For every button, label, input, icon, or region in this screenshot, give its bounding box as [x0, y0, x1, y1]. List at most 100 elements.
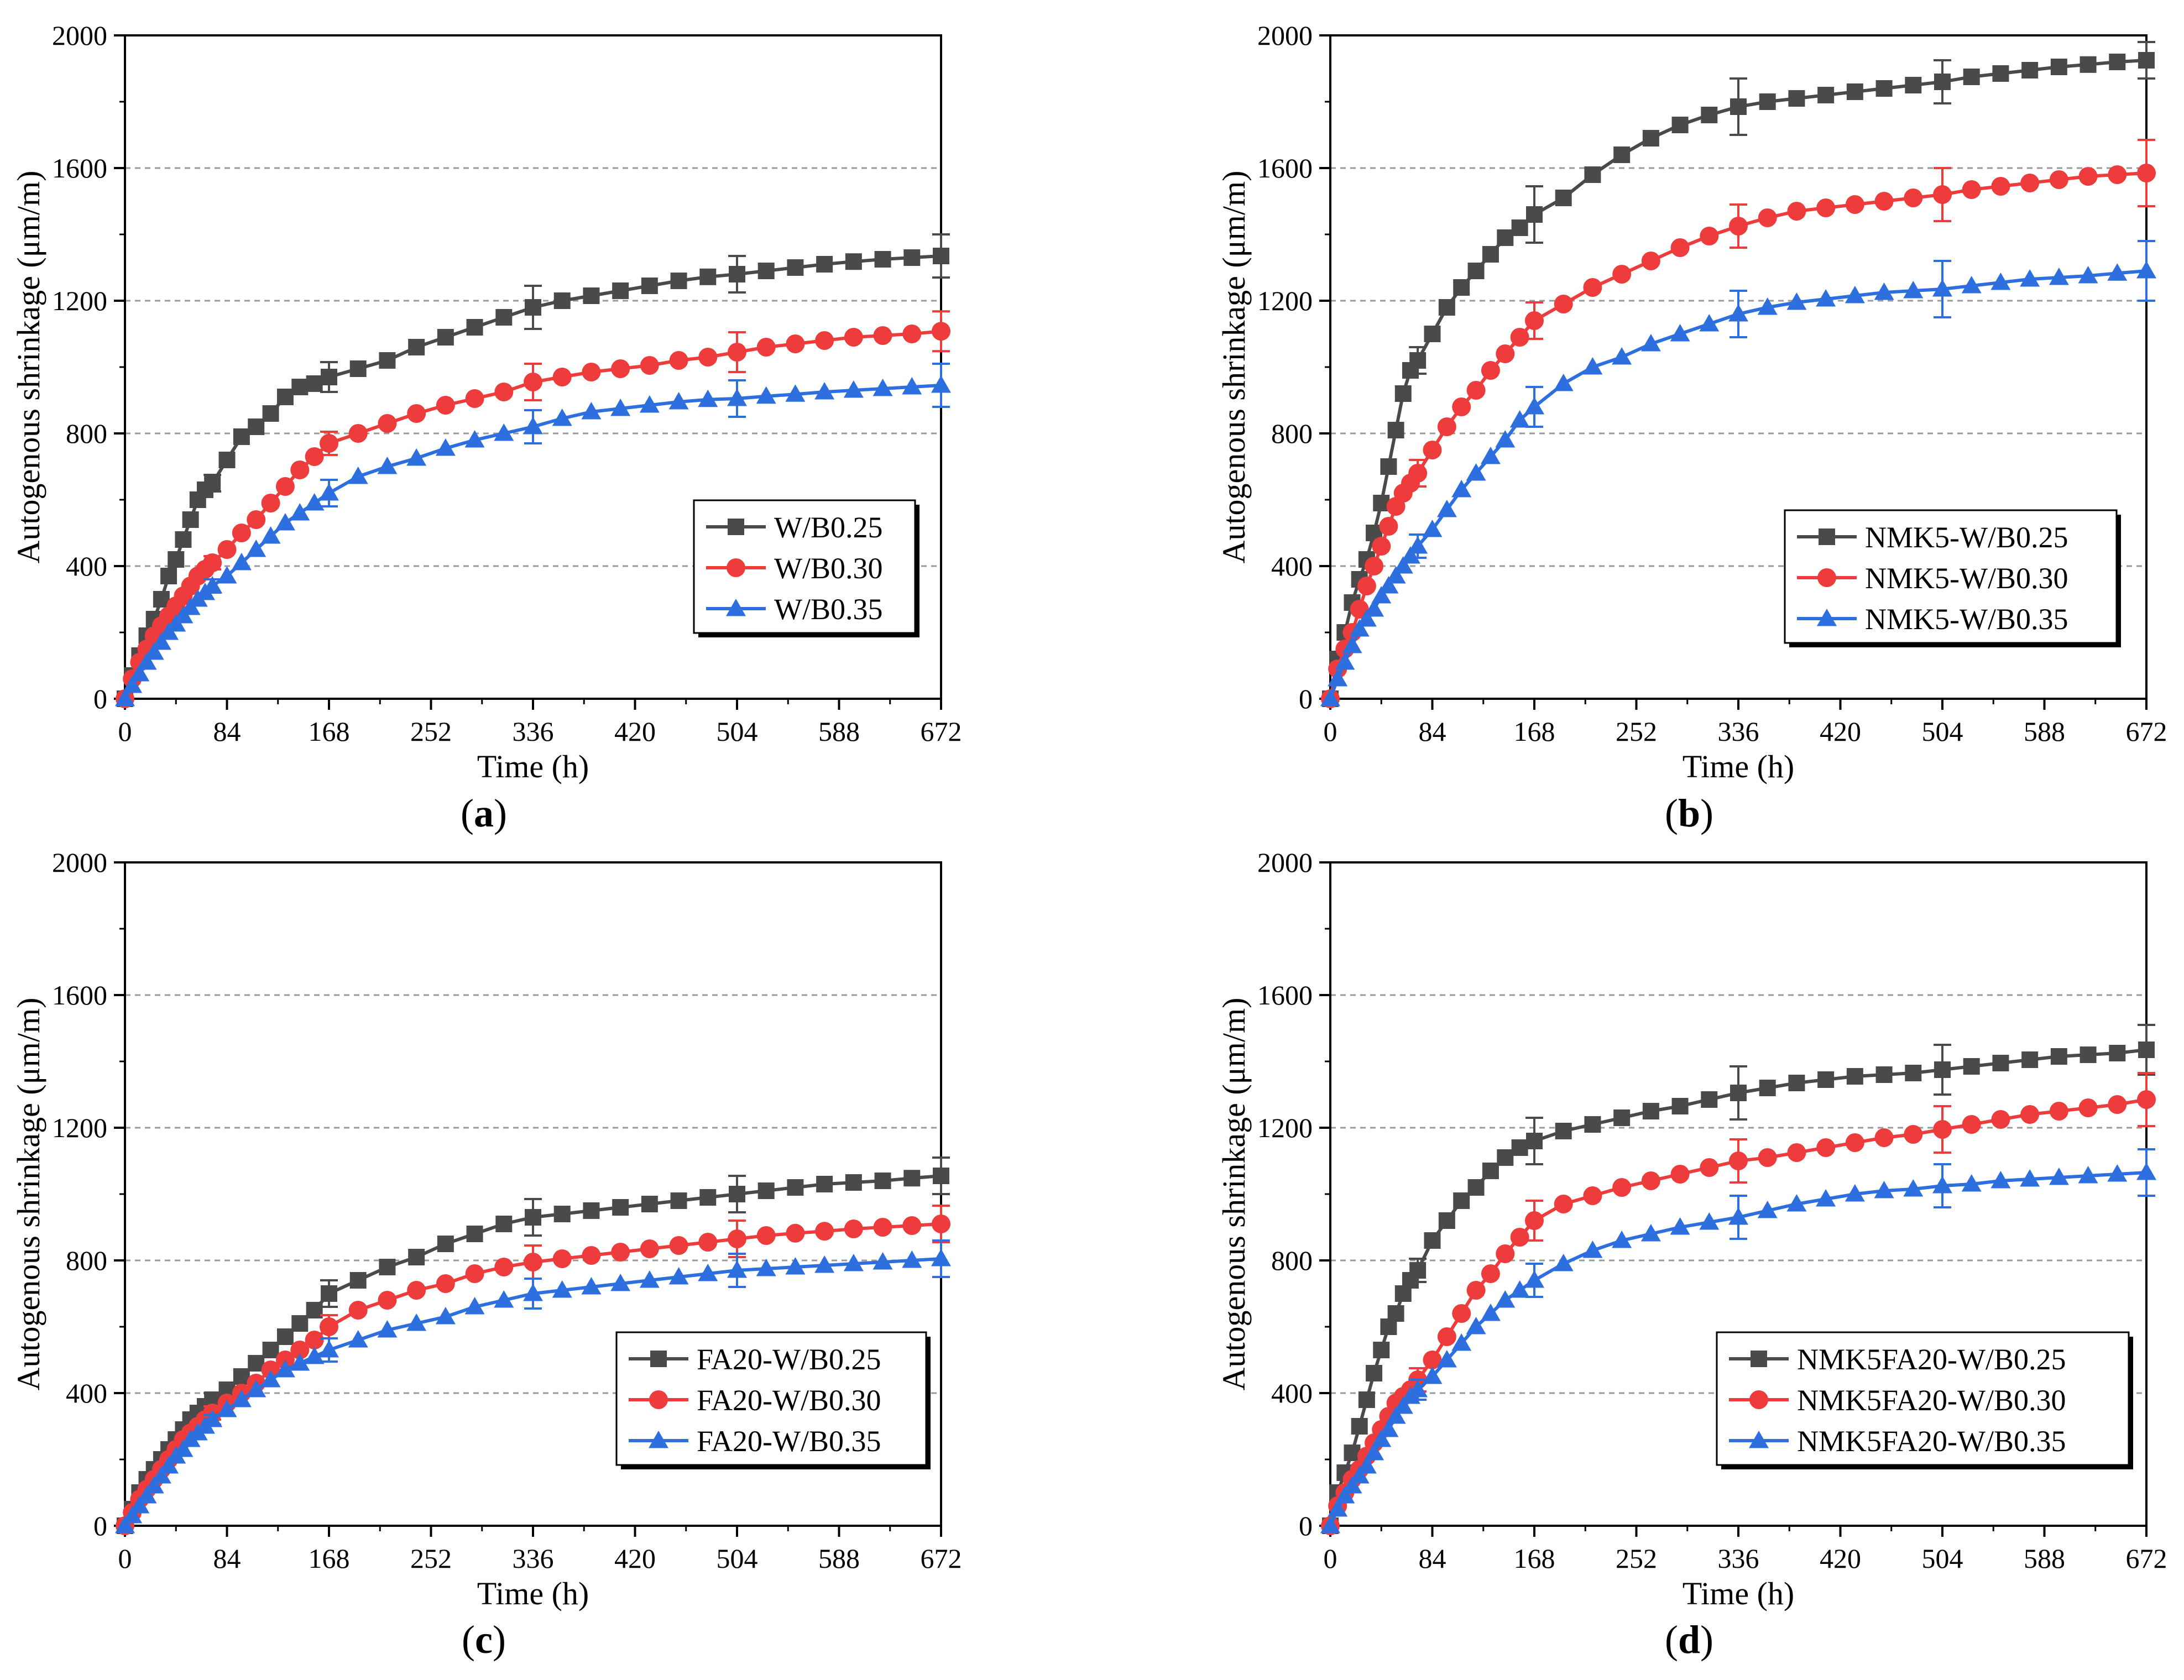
data-point: [815, 331, 834, 350]
y-tick-label: 0: [1299, 683, 1313, 714]
y-tick-label: 400: [1271, 551, 1313, 582]
data-point: [1612, 1231, 1632, 1248]
data-point: [933, 1168, 949, 1184]
data-point: [377, 1320, 398, 1338]
data-point: [1700, 1158, 1719, 1177]
data-point: [1386, 566, 1406, 584]
data-point: [1510, 1228, 1529, 1247]
data-point: [1670, 1217, 1690, 1235]
data-point: [233, 428, 250, 445]
data-point: [406, 1313, 427, 1331]
legend-marker: [1751, 1351, 1767, 1367]
data-point: [2109, 54, 2126, 70]
data-point: [1524, 1270, 1544, 1288]
data-point: [1451, 480, 1472, 498]
data-point: [306, 1302, 323, 1318]
data-point: [1387, 1305, 1404, 1322]
data-point: [348, 1301, 368, 1320]
data-point: [1467, 1179, 1485, 1196]
data-point: [902, 1216, 922, 1235]
x-tick-label: 588: [2024, 716, 2065, 747]
legend-label: NMK5FA20-W/B0.30: [1797, 1384, 2066, 1417]
series-2: [1320, 1148, 2156, 1534]
y-tick-label: 0: [93, 1510, 107, 1541]
data-point: [1845, 1133, 1864, 1152]
legend-label: W/B0.30: [774, 552, 883, 585]
data-point: [2020, 1105, 2040, 1124]
data-point: [874, 251, 891, 268]
series-2: [1320, 240, 2156, 706]
panel-label: (c): [462, 1618, 506, 1662]
data-point: [262, 1342, 279, 1358]
data-point: [304, 493, 325, 511]
data-point: [670, 1192, 687, 1209]
x-tick-label: 0: [1324, 716, 1337, 747]
data-point: [1379, 517, 1398, 536]
data-point: [1962, 180, 1981, 199]
data-point: [1422, 1367, 1443, 1384]
data-point: [814, 1255, 835, 1273]
data-point: [1497, 229, 1514, 246]
legend-marker: [1819, 528, 1835, 545]
data-point: [727, 389, 747, 406]
data-point: [436, 396, 455, 415]
data-point: [729, 266, 745, 282]
data-point: [1612, 265, 1632, 284]
data-point: [2021, 1051, 2039, 1068]
data-point: [583, 1202, 600, 1219]
data-point: [275, 1360, 295, 1378]
data-point: [202, 1410, 223, 1427]
data-point: [1874, 192, 1894, 211]
data-point: [1874, 282, 1894, 300]
data-point: [872, 1252, 893, 1270]
data-point: [1816, 198, 1836, 217]
data-point: [291, 379, 309, 395]
data-point: [2050, 1048, 2067, 1065]
x-tick-label: 504: [717, 716, 758, 747]
data-point: [1509, 410, 1530, 428]
data-point: [2020, 1169, 2040, 1187]
y-tick-label: 1600: [52, 980, 107, 1011]
data-point: [1961, 1174, 1982, 1192]
data-point: [1358, 1391, 1375, 1408]
data-point: [1932, 1176, 1952, 1194]
data-point: [1699, 1212, 1720, 1230]
data-point: [1788, 90, 1805, 107]
data-point: [1408, 536, 1428, 554]
data-point: [1481, 361, 1500, 380]
data-point: [757, 263, 775, 279]
data-point: [1786, 1194, 1807, 1212]
data-point: [641, 1196, 658, 1212]
data-point: [1356, 609, 1377, 627]
y-tick-label: 1200: [52, 285, 107, 316]
data-point: [1992, 65, 2009, 82]
data-point: [1437, 1327, 1456, 1346]
x-tick-label: 336: [513, 1543, 554, 1574]
y-axis-title: Autogenous shrinkage (μm/m): [1216, 998, 1252, 1391]
data-point: [1320, 689, 1340, 706]
data-point: [2107, 263, 2128, 281]
data-point: [553, 1206, 571, 1222]
y-tick-label: 0: [93, 683, 107, 714]
data-point: [582, 1246, 601, 1265]
data-point: [290, 460, 310, 479]
data-point: [1351, 1418, 1368, 1435]
data-point: [1386, 1406, 1406, 1424]
data-point: [408, 339, 425, 355]
data-point: [306, 375, 323, 392]
data-point: [1356, 1456, 1377, 1474]
data-point: [160, 568, 177, 584]
panel-label: (b): [1665, 791, 1713, 835]
data-point: [1934, 74, 1951, 90]
data-point: [610, 1274, 631, 1291]
data-point: [246, 1380, 267, 1398]
x-tick-label: 504: [1922, 1543, 1963, 1574]
data-point: [1845, 286, 1865, 303]
y-tick-label: 800: [1271, 1245, 1313, 1276]
data-point: [525, 299, 541, 316]
data-point: [137, 1486, 157, 1504]
data-point: [1526, 1133, 1543, 1149]
data-point: [668, 1267, 689, 1285]
data-point: [494, 1290, 514, 1308]
x-tick-label: 588: [818, 716, 860, 747]
